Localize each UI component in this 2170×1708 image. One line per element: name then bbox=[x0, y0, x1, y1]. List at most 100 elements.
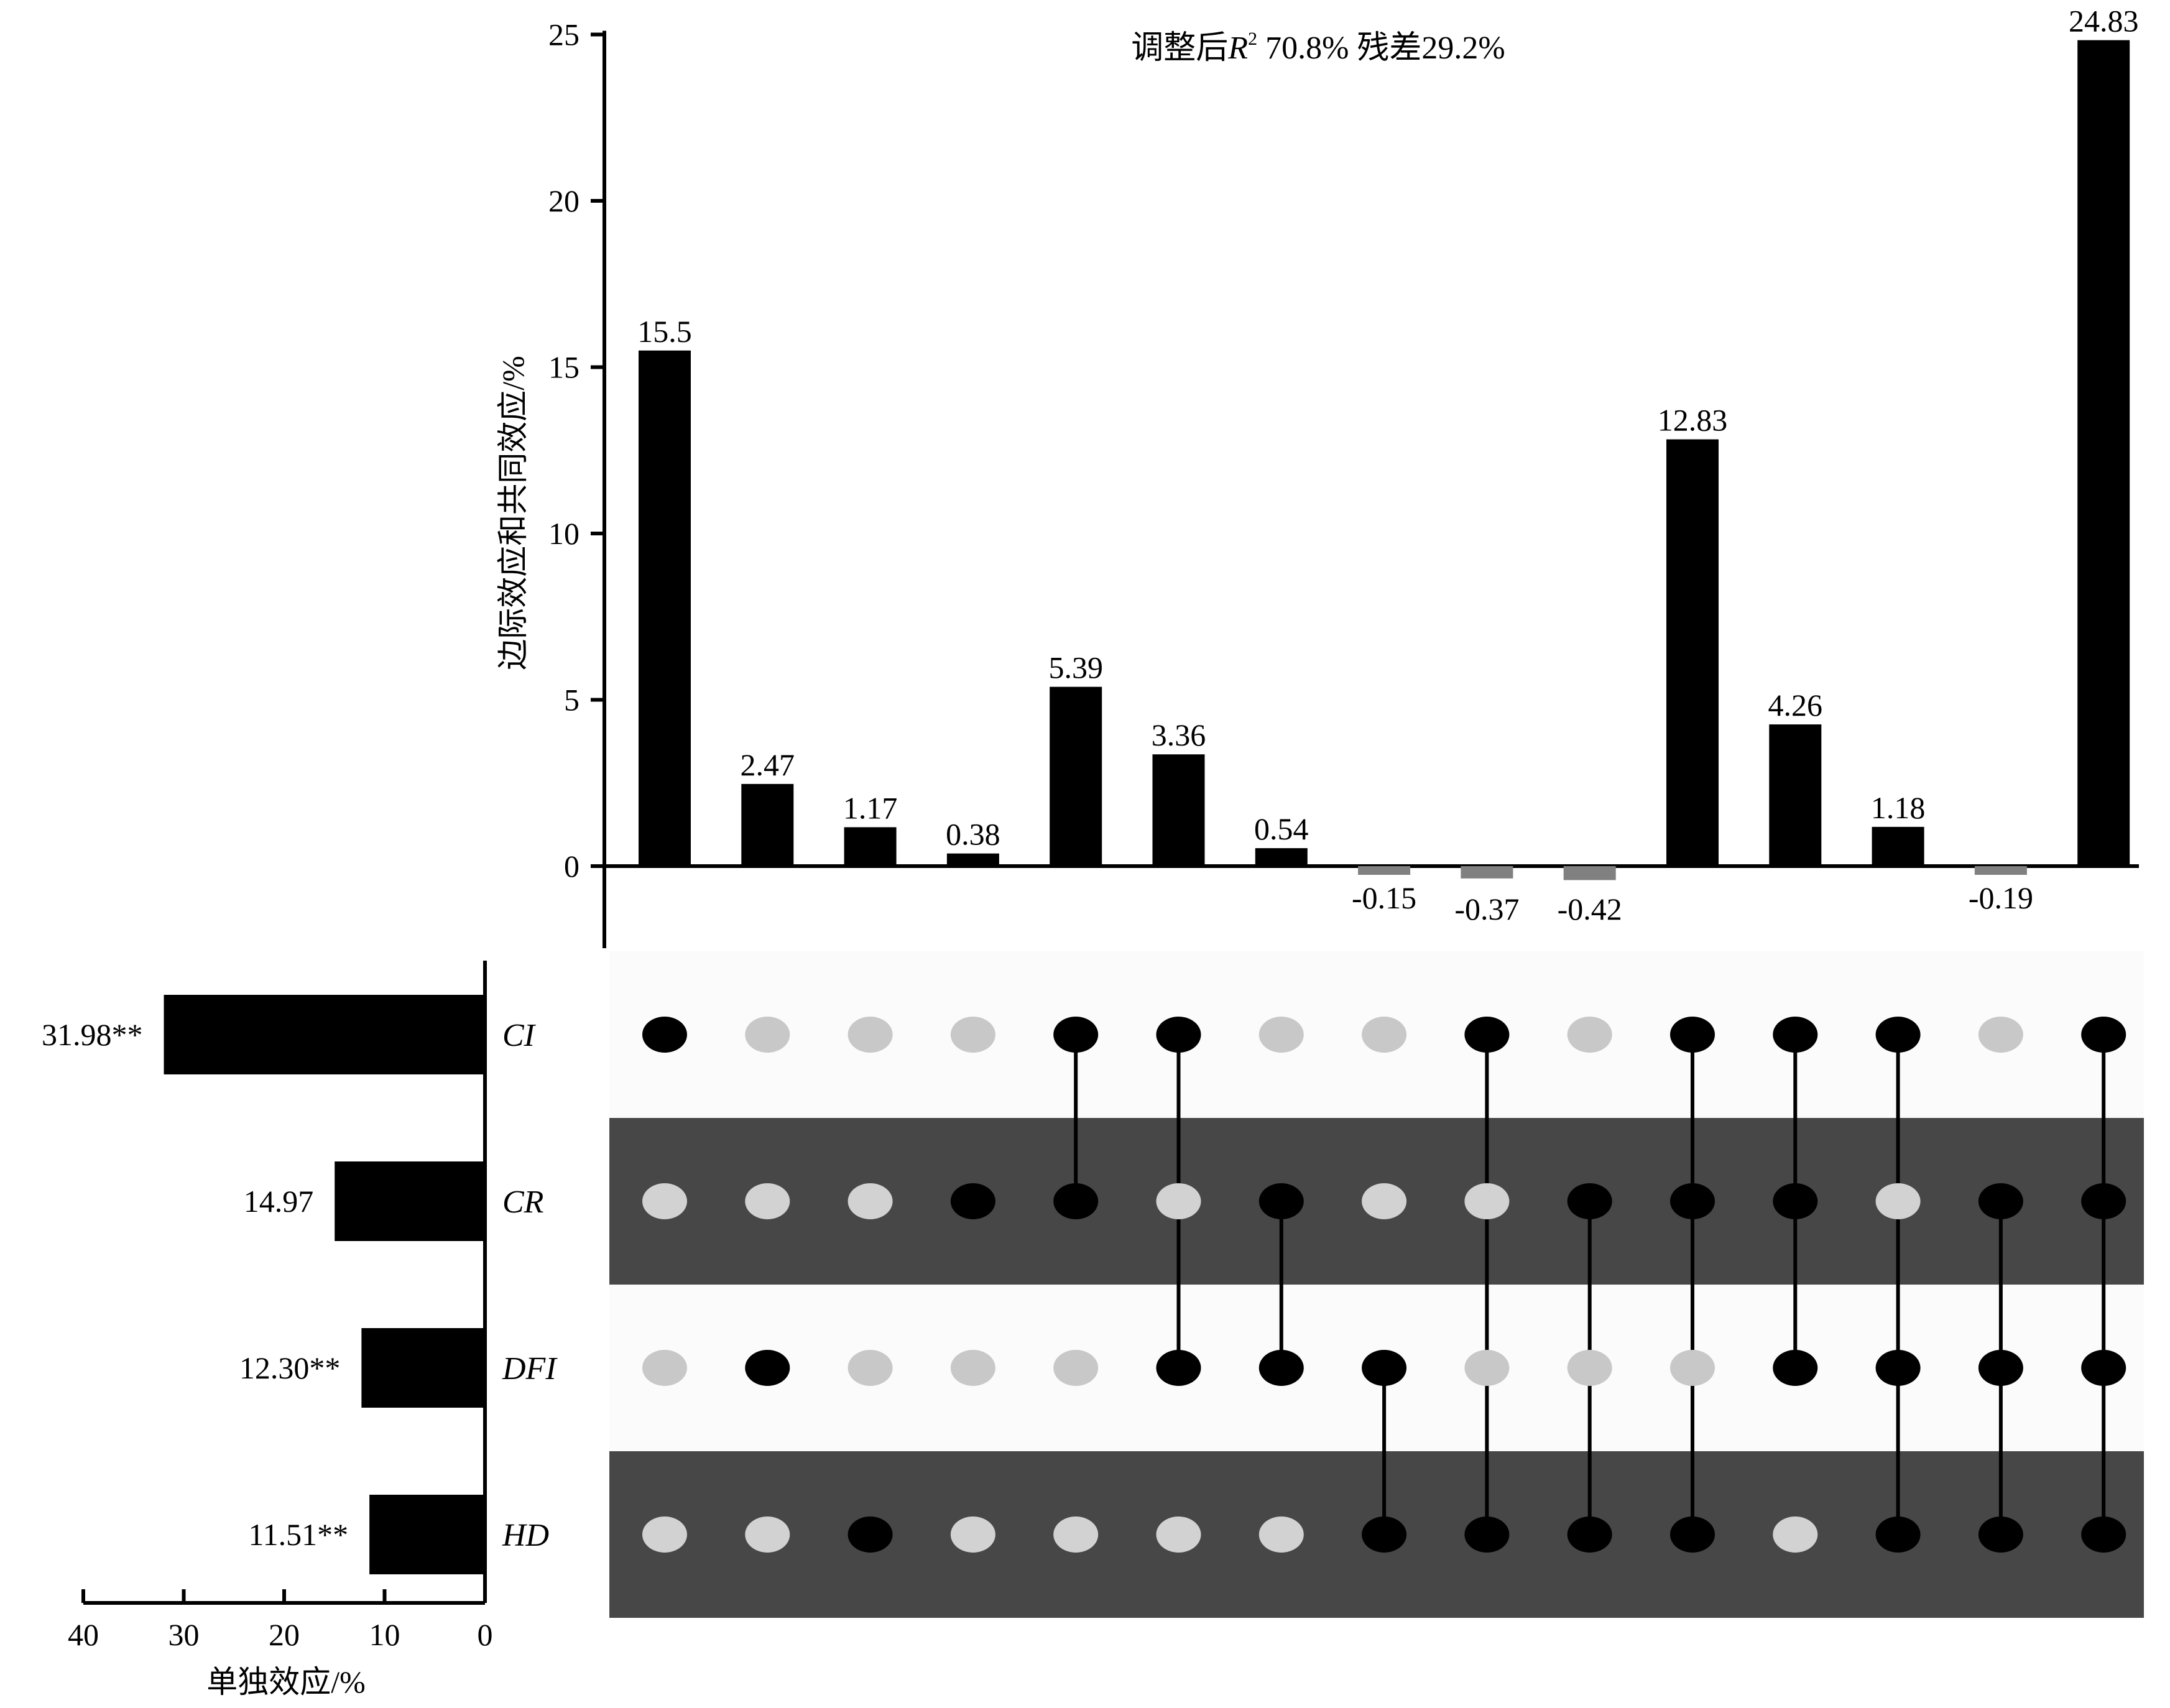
left-bar bbox=[369, 1495, 485, 1574]
matrix-dot-inactive bbox=[1156, 1183, 1201, 1219]
matrix-dot-inactive bbox=[950, 1017, 995, 1053]
matrix-dot-active bbox=[1875, 1350, 1921, 1386]
left-category-labels: CI CR DFI HD bbox=[502, 1018, 558, 1553]
left-bar-value-label: 11.51** bbox=[248, 1517, 348, 1552]
top-bar-value-label: 3.36 bbox=[1152, 718, 1206, 752]
top-bar bbox=[741, 783, 794, 866]
top-bar bbox=[1872, 826, 1924, 866]
matrix-dot-inactive bbox=[1464, 1350, 1510, 1386]
top-bar-value-label: 0.54 bbox=[1254, 811, 1309, 846]
top-value-labels: 15.5 2.47 1.17 0.38 5.39 3.36 0.54 -0.15 -0.37 -0… bbox=[637, 4, 2138, 926]
matrix-dot-inactive bbox=[847, 1183, 893, 1219]
top-bar-value-label: 1.18 bbox=[1871, 790, 1926, 825]
matrix-dot-active bbox=[1773, 1350, 1818, 1386]
matrix-dot-active bbox=[1875, 1017, 1921, 1053]
matrix-dot-active bbox=[1875, 1516, 1921, 1553]
top-bar bbox=[1255, 848, 1308, 866]
left-category-label: DFI bbox=[502, 1351, 558, 1387]
left-x-axis-label: 单独效应/% bbox=[206, 1664, 366, 1699]
matrix-dot-inactive bbox=[642, 1516, 687, 1553]
matrix-dot-inactive bbox=[847, 1350, 893, 1386]
matrix-dot-active bbox=[1362, 1516, 1407, 1553]
left-x-tick-label: 0 bbox=[478, 1617, 493, 1652]
matrix-dot-active bbox=[2081, 1350, 2126, 1386]
top-bar-value-label: 1.17 bbox=[843, 790, 898, 825]
top-bar-value-label: -0.19 bbox=[1969, 880, 2033, 915]
matrix-dot-active bbox=[1978, 1183, 2023, 1219]
matrix-dot-active bbox=[847, 1516, 893, 1553]
top-bar-value-label: 0.38 bbox=[946, 817, 1000, 852]
matrix-dot-active bbox=[1053, 1183, 1099, 1219]
matrix-dot-active bbox=[1156, 1350, 1201, 1386]
marginal-effect-chart: 0 5 10 15 20 25 15.5 2.47 1.17 0.38 5.39 3.36 0.54 -… bbox=[496, 4, 2139, 948]
matrix-dot-active bbox=[1978, 1350, 2023, 1386]
matrix-dot-active bbox=[2081, 1183, 2126, 1219]
left-category-label: HD bbox=[502, 1518, 549, 1553]
left-x-ticks: 40 30 20 10 0 bbox=[68, 1589, 493, 1652]
top-bar-value-label: 24.83 bbox=[2069, 4, 2139, 39]
top-bar-value-label: 2.47 bbox=[741, 747, 795, 782]
matrix-dot-inactive bbox=[1875, 1183, 1921, 1219]
matrix-dot-inactive bbox=[642, 1183, 687, 1219]
matrix-dot-active bbox=[1670, 1017, 1715, 1053]
top-y-tick-label: 0 bbox=[564, 849, 579, 884]
matrix-dot-active bbox=[2081, 1516, 2126, 1553]
matrix-dot-active bbox=[1567, 1183, 1612, 1219]
matrix-dot-inactive bbox=[1567, 1350, 1612, 1386]
matrix-dot-active bbox=[1978, 1516, 2023, 1553]
matrix-dot-inactive bbox=[847, 1017, 893, 1053]
left-x-tick-label: 30 bbox=[169, 1617, 200, 1652]
matrix-dot-active bbox=[2081, 1017, 2126, 1053]
top-bar-value-label: -0.15 bbox=[1352, 880, 1416, 915]
matrix-dot-active bbox=[1053, 1017, 1099, 1053]
left-bars bbox=[164, 995, 485, 1574]
left-category-label: CI bbox=[502, 1018, 537, 1053]
matrix-dot-inactive bbox=[1978, 1017, 2023, 1053]
matrix-dot-active bbox=[745, 1350, 790, 1386]
top-y-tick-label: 15 bbox=[548, 350, 579, 385]
matrix-dot-active bbox=[1362, 1350, 1407, 1386]
top-bar-value-label: -0.42 bbox=[1558, 892, 1622, 926]
matrix-dot-inactive bbox=[1670, 1350, 1715, 1386]
left-value-labels: 31.98** 14.97 12.30** 11.51** bbox=[42, 1017, 348, 1552]
top-bar bbox=[1050, 686, 1102, 866]
matrix-dot-inactive bbox=[1053, 1350, 1099, 1386]
matrix-dot-active bbox=[1670, 1516, 1715, 1553]
left-bar-value-label: 12.30** bbox=[239, 1350, 341, 1385]
top-y-ticks: 0 5 10 15 20 25 bbox=[548, 17, 604, 884]
top-y-tick-label: 20 bbox=[548, 183, 579, 218]
top-bar-value-label: 12.83 bbox=[1658, 403, 1728, 438]
matrix-dot-inactive bbox=[1773, 1516, 1818, 1553]
left-bar-value-label: 31.98** bbox=[42, 1017, 143, 1052]
matrix-dot-active bbox=[1773, 1183, 1818, 1219]
top-bar-value-label: 4.26 bbox=[1768, 688, 1823, 722]
chart-title: 调整后R2 70.8% 残差29.2% bbox=[1131, 29, 1505, 66]
top-bar bbox=[1974, 866, 2027, 875]
matrix-dot-active bbox=[1670, 1183, 1715, 1219]
left-x-tick-label: 40 bbox=[68, 1617, 99, 1652]
top-bar bbox=[1769, 724, 1822, 866]
top-y-tick-label: 5 bbox=[564, 683, 579, 718]
combination-matrix bbox=[609, 951, 2144, 1618]
top-bar bbox=[1461, 866, 1513, 879]
matrix-connectors bbox=[1074, 1035, 2106, 1535]
top-bar-value-label: -0.37 bbox=[1454, 892, 1519, 926]
matrix-dot-inactive bbox=[642, 1350, 687, 1386]
top-bar bbox=[1666, 439, 1719, 866]
matrix-dot-inactive bbox=[1464, 1183, 1510, 1219]
matrix-dot-active bbox=[1258, 1183, 1304, 1219]
top-y-tick-label: 25 bbox=[548, 17, 579, 52]
top-bar bbox=[639, 350, 691, 866]
top-bar bbox=[946, 853, 999, 866]
top-bar-value-label: 15.5 bbox=[637, 314, 692, 349]
matrix-dot-active bbox=[1567, 1516, 1612, 1553]
left-bar bbox=[361, 1328, 485, 1408]
matrix-dot-active bbox=[1156, 1017, 1201, 1053]
top-bar bbox=[844, 827, 897, 866]
left-x-tick-label: 10 bbox=[369, 1617, 400, 1652]
matrix-dots bbox=[642, 1017, 2126, 1553]
matrix-dot-inactive bbox=[950, 1350, 995, 1386]
